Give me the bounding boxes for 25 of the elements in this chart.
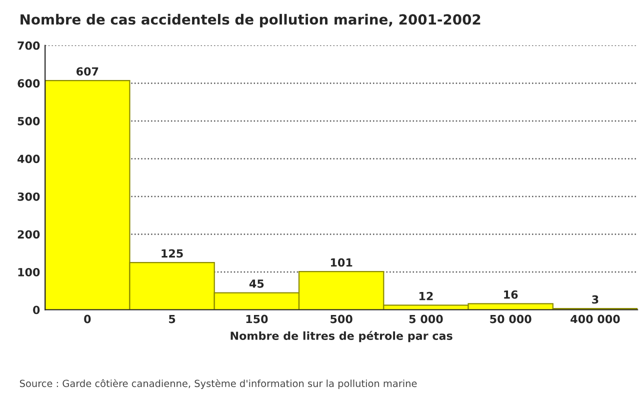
chart-title: Nombre de cas accidentels de pollution marine, 2001-2002 xyxy=(20,14,480,28)
data-label: 125 xyxy=(162,249,183,258)
y-tick-label: 500 xyxy=(18,116,40,126)
x-tick-label: 50 000 xyxy=(490,314,532,324)
source-note: Source : Garde côtière canadienne, Système d'information sur la pollution marine xyxy=(20,379,417,389)
y-tick-label: 100 xyxy=(18,268,40,276)
x-tick-label: 150 xyxy=(246,314,268,324)
x-tick-label: 5 xyxy=(169,314,176,324)
data-label: 45 xyxy=(249,280,264,288)
x-tick-label: 0 xyxy=(84,314,91,324)
x-tick-label: 500 xyxy=(330,314,352,324)
y-tick-label: 600 xyxy=(18,79,40,88)
data-label: 101 xyxy=(330,258,352,267)
data-label: 16 xyxy=(504,290,518,299)
y-tick-label: 700 xyxy=(18,41,40,50)
x-tick-label: 400 000 xyxy=(570,314,620,324)
y-tick-label: 0 xyxy=(33,306,40,314)
y-tick-label: 400 xyxy=(18,154,40,164)
data-label: 12 xyxy=(419,292,433,300)
data-label: 3 xyxy=(592,295,598,304)
y-tick-label: 200 xyxy=(18,230,40,239)
x-tick-label: 5 000 xyxy=(409,314,443,324)
y-tick-label: 300 xyxy=(18,192,40,201)
data-label: 607 xyxy=(76,67,98,76)
x-axis-title: Nombre de litres de pétrole par cas xyxy=(230,330,452,342)
